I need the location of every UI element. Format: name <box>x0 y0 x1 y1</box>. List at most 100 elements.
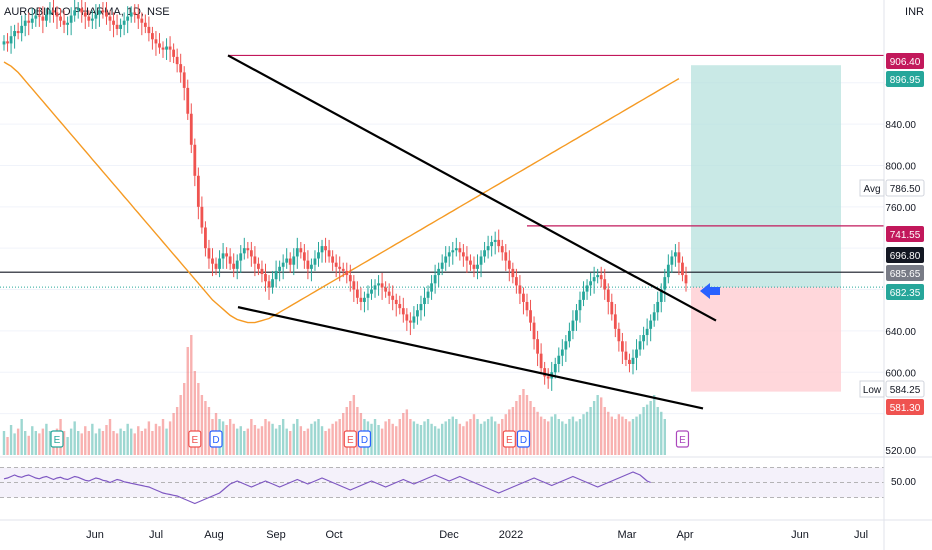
candle-body <box>451 250 455 253</box>
rsi-tick-label: 50.00 <box>891 477 916 488</box>
volume-bar <box>101 431 105 455</box>
volume-bar <box>260 426 264 455</box>
upper-trendline[interactable] <box>227 54 717 322</box>
target-zone[interactable] <box>691 65 841 288</box>
candle-body <box>461 252 465 257</box>
volume-bar <box>384 421 387 455</box>
candle-body <box>408 320 412 323</box>
currency-label[interactable]: INR <box>905 6 924 18</box>
volume-bar <box>631 419 635 455</box>
candle-body <box>370 289 373 294</box>
moving-average-line <box>3 61 680 324</box>
candle-body <box>483 250 486 257</box>
candle-body <box>41 16 45 21</box>
volume-bar <box>334 421 338 455</box>
volume-bar <box>236 428 239 455</box>
candle-body <box>225 253 229 257</box>
candle-body <box>398 304 402 309</box>
volume-bar <box>486 419 490 455</box>
volume-bar <box>338 419 341 455</box>
volume-bar <box>126 423 129 455</box>
volume-bar <box>522 389 525 455</box>
candle-body <box>235 260 239 269</box>
candle-body <box>575 310 578 321</box>
volume-bar <box>603 407 606 455</box>
candle-body <box>80 8 84 13</box>
candle-body <box>105 12 108 17</box>
candle-body <box>387 291 391 296</box>
volume-bar <box>624 419 628 455</box>
y-tick-label: 600.00 <box>885 368 916 379</box>
volume-bar <box>27 435 30 455</box>
candle-body <box>20 25 24 34</box>
svg-text:896.95: 896.95 <box>890 75 921 86</box>
volume-bar <box>578 419 582 455</box>
candle-body <box>2 41 6 45</box>
candle-body <box>341 268 345 271</box>
earnings-marker-icon[interactable]: E <box>343 430 357 448</box>
volume-bar <box>391 423 394 455</box>
earnings-marker-icon[interactable]: E <box>188 430 202 448</box>
candle-body <box>472 264 476 269</box>
svg-text:D: D <box>520 435 527 446</box>
volume-bar <box>416 423 419 455</box>
volume-bar <box>327 428 331 455</box>
candle-body <box>302 252 306 261</box>
candle-body <box>585 285 589 292</box>
svg-text:581.30: 581.30 <box>890 403 921 414</box>
svg-text:584.25: 584.25 <box>890 385 921 396</box>
dividend-marker-icon[interactable]: D <box>209 430 223 448</box>
stop-zone[interactable] <box>691 287 841 392</box>
candle-body <box>260 268 264 275</box>
volume-bar <box>77 431 80 455</box>
dividend-marker-icon[interactable]: D <box>357 430 372 448</box>
x-tick-label: Jun <box>86 529 104 541</box>
candle-body <box>440 262 444 269</box>
svg-text:E: E <box>679 435 686 446</box>
volume-bar <box>69 428 73 455</box>
candle-body <box>546 376 550 379</box>
candle-body <box>274 270 278 280</box>
volume-bar <box>448 419 451 455</box>
dividend-marker-icon[interactable]: D <box>516 430 531 448</box>
volume-bar <box>20 419 23 455</box>
earnings-marker-icon[interactable]: E <box>502 430 516 448</box>
candle-body <box>218 258 221 269</box>
candle-body <box>30 18 34 23</box>
volume-bar <box>596 395 599 455</box>
volume-bar <box>656 407 659 455</box>
volume-bar <box>133 433 136 455</box>
volume-bar <box>465 421 469 455</box>
volume-bar <box>310 423 313 455</box>
volume-bar <box>433 426 437 455</box>
candle-body <box>567 330 571 342</box>
x-tick-label: Aug <box>204 529 224 541</box>
candle-body <box>179 64 183 73</box>
candle-body <box>635 349 638 358</box>
candle-body <box>645 328 649 336</box>
candle-body <box>613 314 617 329</box>
volume-bar <box>190 335 193 455</box>
candle-body <box>165 46 168 50</box>
volume-bar <box>557 419 560 455</box>
lower-trendline[interactable] <box>237 306 704 410</box>
volume-bar <box>373 419 377 455</box>
earnings-marker-icon[interactable]: E <box>675 430 690 448</box>
svg-text:696.80: 696.80 <box>890 251 921 262</box>
volume-bar <box>621 416 624 455</box>
candle-body <box>684 275 688 284</box>
volume-bar <box>183 383 186 455</box>
candle-body <box>186 87 190 114</box>
candle-body <box>599 275 603 280</box>
candle-body <box>416 310 419 317</box>
earnings-marker-icon[interactable]: E <box>50 430 64 448</box>
y-tick-label: 840.00 <box>885 120 916 131</box>
candle-body <box>228 256 232 264</box>
candle-body <box>37 15 41 17</box>
volume-bar <box>356 407 359 455</box>
volume-bar <box>317 419 320 455</box>
volume-bar <box>246 428 250 455</box>
volume-bar <box>380 428 384 455</box>
candle-body <box>112 20 115 25</box>
